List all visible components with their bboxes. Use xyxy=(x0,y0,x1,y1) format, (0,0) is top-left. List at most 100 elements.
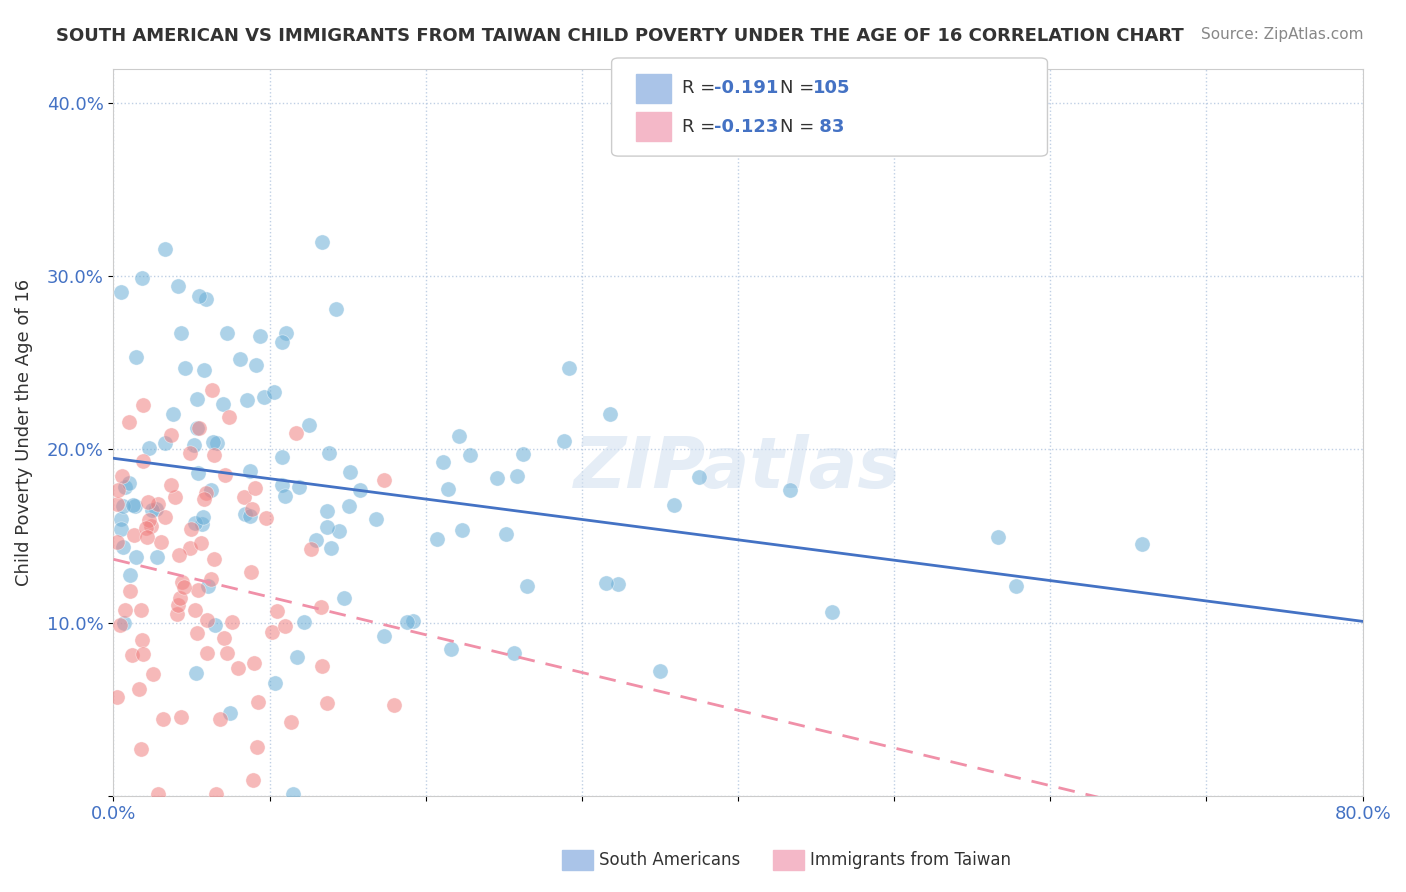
Point xyxy=(183,516,205,530)
Point xyxy=(505,469,527,483)
Point xyxy=(1005,579,1028,593)
Point xyxy=(118,583,141,598)
Point xyxy=(107,483,129,498)
Point xyxy=(1130,537,1153,551)
Point xyxy=(253,390,276,404)
Point xyxy=(263,385,285,400)
Point xyxy=(149,535,172,549)
Point xyxy=(195,613,218,627)
Point xyxy=(311,599,333,614)
Point xyxy=(202,552,225,566)
Text: Immigrants from Taiwan: Immigrants from Taiwan xyxy=(810,851,1011,869)
Point xyxy=(233,507,256,521)
Point xyxy=(485,471,508,485)
Point xyxy=(328,524,350,538)
Point xyxy=(155,435,177,450)
Point xyxy=(648,664,671,678)
Point xyxy=(662,498,685,512)
Point xyxy=(145,502,167,516)
Point xyxy=(249,328,271,343)
Point xyxy=(260,624,283,639)
Point xyxy=(193,509,215,524)
Point xyxy=(118,475,141,490)
Point xyxy=(155,510,177,524)
Point xyxy=(124,500,146,514)
Point xyxy=(246,739,269,754)
Text: -0.191: -0.191 xyxy=(714,79,779,97)
Point xyxy=(315,520,337,534)
Point xyxy=(122,498,145,512)
Point xyxy=(111,499,134,513)
Point xyxy=(553,434,575,448)
Point xyxy=(108,618,131,632)
Point xyxy=(316,696,339,710)
Point xyxy=(205,436,228,450)
Point xyxy=(217,646,239,660)
Point xyxy=(110,285,132,299)
Point xyxy=(193,363,215,377)
Point xyxy=(688,469,710,483)
Point xyxy=(820,605,842,619)
Point xyxy=(270,450,292,464)
Point xyxy=(315,504,337,518)
Point xyxy=(280,714,302,729)
Point xyxy=(183,438,205,452)
Point xyxy=(131,603,153,617)
Point xyxy=(987,530,1010,544)
Point xyxy=(167,278,190,293)
Point xyxy=(184,603,207,617)
Point xyxy=(219,706,242,720)
Point xyxy=(190,536,212,550)
Point xyxy=(402,614,425,628)
Point xyxy=(512,447,534,461)
Point xyxy=(187,466,209,480)
Text: 105: 105 xyxy=(813,79,851,97)
Point xyxy=(167,548,190,562)
Point xyxy=(271,334,294,349)
Point xyxy=(186,582,208,597)
Point xyxy=(138,441,160,455)
Point xyxy=(274,489,297,503)
Text: R =: R = xyxy=(682,79,721,97)
Point xyxy=(779,483,801,497)
Point xyxy=(299,542,322,557)
Point xyxy=(239,509,262,524)
Point xyxy=(132,398,155,412)
Point xyxy=(311,235,333,249)
Point xyxy=(136,495,159,509)
Point xyxy=(186,392,208,406)
Text: 83: 83 xyxy=(813,118,844,136)
Point xyxy=(254,511,277,525)
Point xyxy=(243,481,266,495)
Point xyxy=(173,580,195,594)
Point xyxy=(266,604,288,618)
Text: SOUTH AMERICAN VS IMMIGRANTS FROM TAIWAN CHILD POVERTY UNDER THE AGE OF 16 CORRE: SOUTH AMERICAN VS IMMIGRANTS FROM TAIWAN… xyxy=(56,27,1184,45)
Point xyxy=(236,392,259,407)
Point xyxy=(167,598,190,612)
Point xyxy=(180,522,202,536)
Point xyxy=(321,541,343,555)
Text: Source: ZipAtlas.com: Source: ZipAtlas.com xyxy=(1201,27,1364,42)
Point xyxy=(132,453,155,467)
Point xyxy=(200,483,222,497)
Point xyxy=(202,448,225,462)
Text: N =: N = xyxy=(780,79,820,97)
Point xyxy=(186,626,208,640)
Point xyxy=(364,512,387,526)
Point xyxy=(201,383,224,397)
Point xyxy=(304,533,326,547)
Point xyxy=(214,467,236,482)
Point xyxy=(242,773,264,788)
Point xyxy=(191,516,214,531)
Point xyxy=(114,480,136,494)
Point xyxy=(162,407,184,421)
Point xyxy=(135,530,157,544)
Point xyxy=(187,289,209,303)
Point xyxy=(114,603,136,617)
Point xyxy=(337,499,360,513)
Point xyxy=(599,408,621,422)
Point xyxy=(606,577,628,591)
Point xyxy=(339,465,361,479)
Point xyxy=(173,361,195,376)
Text: ZIPatlas: ZIPatlas xyxy=(575,434,901,503)
